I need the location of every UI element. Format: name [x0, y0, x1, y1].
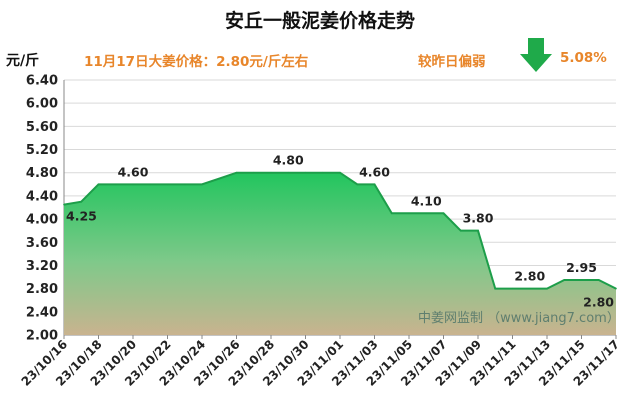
- data-label: 2.80: [514, 269, 545, 284]
- data-point: [63, 203, 65, 206]
- compare-label: 较昨日偏弱: [418, 54, 486, 70]
- data-point: [201, 183, 203, 186]
- data-point: [442, 212, 445, 215]
- price-area: [64, 172, 616, 335]
- data-label: 3.80: [463, 211, 494, 226]
- y-tick-label: 4.40: [26, 189, 58, 204]
- data-label: 2.80: [583, 295, 614, 310]
- data-point: [321, 171, 324, 174]
- data-point: [408, 212, 410, 215]
- data-point: [390, 212, 393, 215]
- y-unit-label: 元/斤: [6, 53, 40, 69]
- data-label: 2.95: [566, 260, 597, 275]
- data-point: [373, 183, 376, 186]
- data-point: [80, 200, 83, 203]
- y-tick-label: 3.60: [26, 236, 58, 251]
- data-point: [563, 279, 566, 281]
- data-point: [615, 287, 617, 290]
- data-point: [132, 183, 134, 186]
- data-label: 4.25: [66, 209, 97, 224]
- data-point: [97, 183, 100, 186]
- y-tick-label: 5.20: [26, 143, 58, 158]
- data-point: [235, 171, 238, 174]
- data-point: [270, 171, 272, 174]
- data-point: [459, 229, 462, 232]
- data-point: [149, 183, 152, 186]
- data-point: [546, 287, 548, 290]
- data-point: [494, 287, 497, 290]
- data-label: 4.80: [273, 153, 304, 168]
- data-point: [218, 177, 221, 180]
- data-label: 4.60: [118, 164, 149, 179]
- data-point: [356, 183, 359, 186]
- data-point: [114, 183, 117, 186]
- y-tick-label: 2.80: [26, 282, 58, 297]
- y-tick-label: 6.00: [26, 97, 58, 112]
- data-label: 4.60: [359, 164, 390, 179]
- y-tick-label: 2.00: [26, 329, 58, 344]
- data-point: [166, 183, 169, 186]
- data-point: [252, 171, 255, 174]
- data-point: [528, 287, 531, 290]
- data-label: 4.10: [411, 193, 442, 208]
- chart-title: 安丘一般泥姜价格走势: [224, 10, 415, 32]
- y-tick-label: 5.60: [26, 120, 58, 135]
- y-tick-label: 4.80: [26, 166, 58, 181]
- y-tick-label: 2.40: [26, 305, 58, 320]
- data-point: [339, 171, 341, 174]
- data-point: [580, 279, 583, 281]
- down-arrow-icon: [520, 38, 552, 72]
- watermark: 中姜网监制 （www.jiang7.com）: [418, 311, 620, 326]
- y-tick-label: 3.20: [26, 259, 58, 274]
- y-tick-label: 6.40: [26, 74, 58, 89]
- data-point: [477, 229, 479, 232]
- price-note: 11月17日大姜价格：2.80元/斤左右: [84, 54, 309, 70]
- data-point: [425, 212, 428, 215]
- y-tick-label: 4.00: [26, 213, 58, 228]
- data-point: [511, 287, 514, 290]
- data-point: [597, 279, 600, 281]
- change-percent: 5.08%: [560, 50, 607, 66]
- data-point: [183, 183, 186, 186]
- data-point: [287, 171, 290, 174]
- data-point: [304, 171, 307, 174]
